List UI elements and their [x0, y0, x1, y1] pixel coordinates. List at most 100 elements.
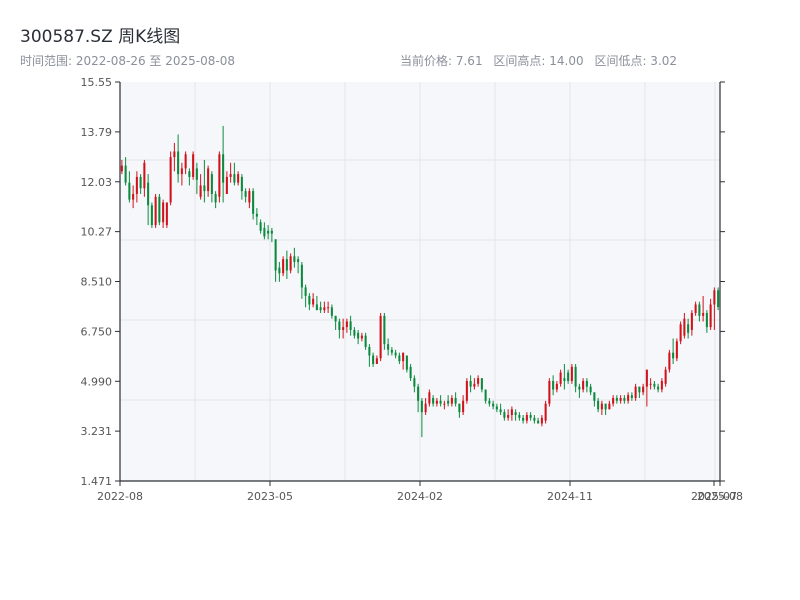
candle-body — [173, 151, 176, 158]
candle-body — [428, 392, 431, 404]
candle-body — [199, 185, 202, 197]
candle-body — [499, 409, 502, 413]
candle-body — [672, 352, 675, 359]
candle-body — [514, 412, 517, 415]
candle-body — [195, 168, 198, 180]
candle-body — [544, 403, 547, 421]
candle-body — [143, 162, 146, 189]
candle-body — [570, 366, 573, 381]
candle-body — [184, 154, 187, 169]
y-tick-label: 13.79 — [81, 126, 113, 139]
candle-body — [465, 380, 468, 401]
candle-body — [387, 344, 390, 350]
candle-body — [203, 185, 206, 192]
candle-body — [222, 154, 225, 183]
candle-body — [529, 414, 532, 418]
candle-body — [263, 227, 266, 237]
candle-body — [619, 397, 622, 401]
x-tick-label: 2025-08 — [697, 490, 743, 503]
candle-body — [218, 154, 221, 197]
chart-title: 300587.SZ 周K线图 — [20, 27, 181, 47]
candle-body — [548, 380, 551, 404]
candle-body — [690, 312, 693, 330]
candle-body — [593, 392, 596, 401]
candle-body — [649, 383, 652, 385]
candle-body — [552, 380, 555, 390]
candle-body — [713, 290, 716, 305]
candle-body — [660, 380, 663, 390]
candle-body — [312, 298, 315, 305]
candle-body — [702, 312, 705, 316]
candle-body — [342, 327, 345, 330]
candle-body — [233, 174, 236, 183]
candle-body — [657, 386, 660, 390]
candle-body — [477, 378, 480, 384]
candle-body — [274, 239, 277, 271]
candle-body — [664, 369, 667, 384]
candle-body — [244, 191, 247, 197]
candle-body — [705, 312, 708, 328]
candle-body — [240, 176, 243, 192]
candle-body — [158, 196, 161, 223]
candle-body — [492, 403, 495, 407]
candle-body — [653, 383, 656, 387]
candle-body — [435, 400, 438, 404]
candle-body — [627, 395, 630, 401]
candle-body — [282, 259, 285, 274]
x-tick-label: 2025-07 — [691, 490, 737, 503]
candle-body — [612, 397, 615, 404]
candle-body — [417, 386, 420, 401]
candle-body — [420, 400, 423, 413]
y-tick-label: 15.55 — [81, 76, 113, 89]
y-tick-label: 12.03 — [81, 176, 113, 189]
candle-body — [600, 403, 603, 410]
candle-body — [578, 386, 581, 390]
candle-body — [582, 380, 585, 390]
candle-body — [447, 400, 450, 404]
candle-body — [522, 417, 525, 421]
candle-body — [323, 307, 326, 311]
candle-body — [563, 378, 566, 381]
candle-body — [615, 397, 618, 401]
candle-body — [503, 412, 506, 418]
candle-body — [574, 366, 577, 387]
candle-body — [120, 165, 123, 172]
candle-body — [364, 335, 367, 347]
candle-body — [188, 171, 191, 177]
candle-body — [225, 176, 228, 194]
candle-body — [210, 174, 213, 194]
candle-body — [634, 386, 637, 398]
candle-body — [319, 307, 322, 311]
candle-body — [180, 168, 183, 175]
x-tick-label: 2024-11 — [547, 490, 593, 503]
candle-body — [540, 417, 543, 424]
candle-body — [360, 335, 363, 339]
range-high: 区间高点: 14.00 — [493, 54, 584, 68]
candle-body — [413, 378, 416, 387]
candle-body — [687, 324, 690, 333]
candle-body — [454, 397, 457, 404]
candle-body — [698, 304, 701, 316]
candle-body — [518, 414, 521, 418]
candle-body — [495, 406, 498, 410]
candle-body — [150, 205, 153, 226]
candle-body — [293, 256, 296, 262]
candle-body — [679, 324, 682, 342]
candle-body — [675, 341, 678, 359]
candle-body — [537, 420, 540, 424]
candle-body — [304, 287, 307, 296]
y-tick-label: 4.990 — [81, 375, 113, 388]
candle-body — [334, 315, 337, 322]
y-tick-label: 1.471 — [81, 475, 113, 488]
candle-body — [255, 213, 258, 217]
candle-body — [717, 290, 720, 308]
candle-body — [357, 332, 360, 339]
candle-body — [567, 372, 570, 381]
candle-body — [630, 395, 633, 398]
candle-body — [555, 383, 558, 390]
candle-body — [338, 321, 341, 330]
candle-body — [488, 400, 491, 404]
candle-body — [237, 174, 240, 183]
x-tick-label: 2024-02 — [397, 490, 443, 503]
y-tick-label: 6.750 — [81, 325, 113, 338]
